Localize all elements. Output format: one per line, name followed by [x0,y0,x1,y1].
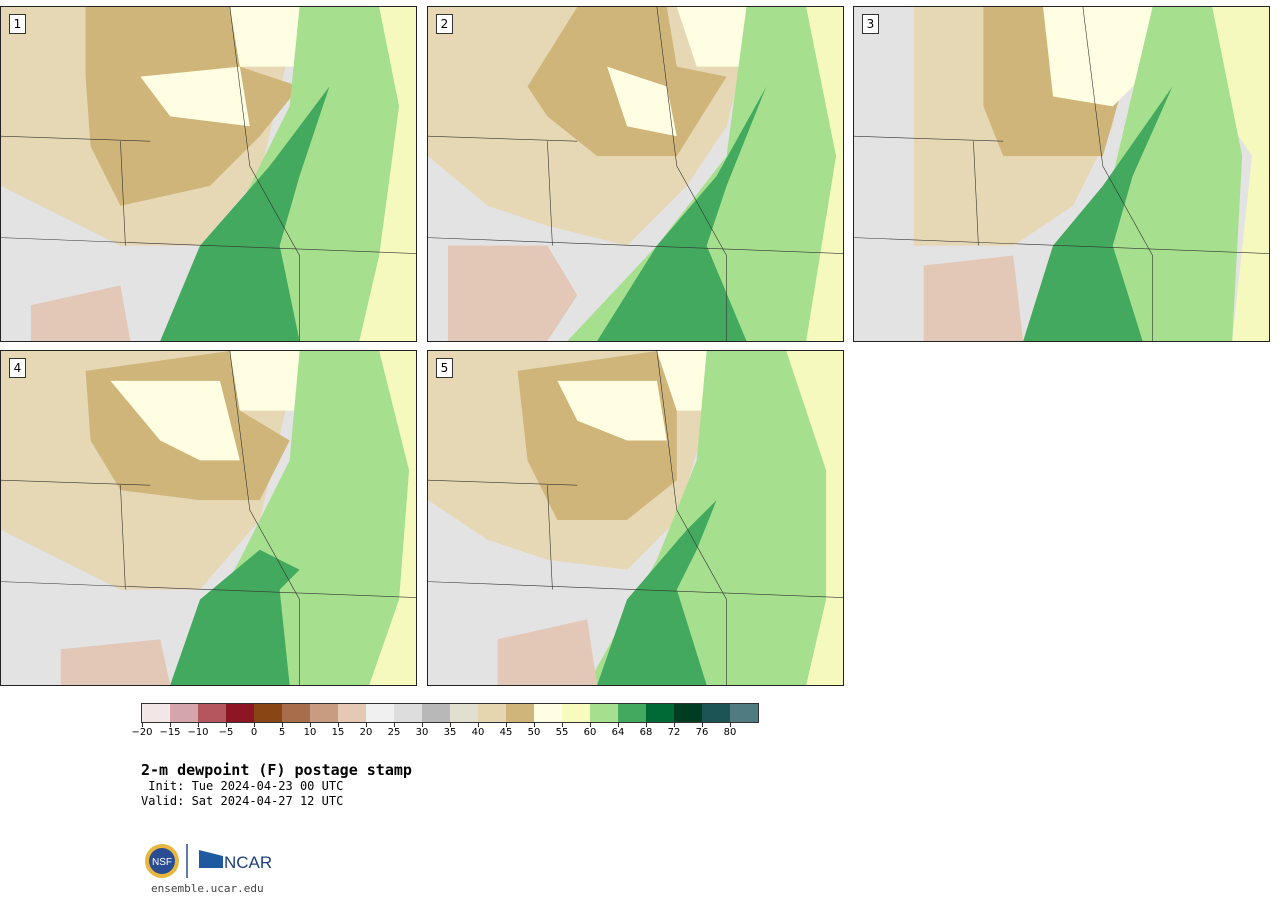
colorbar-swatch [674,704,702,722]
colorbar-tick-mark [702,723,703,727]
map-panel-1: 1 [0,6,417,342]
colorbar-swatch [254,704,282,722]
colorbar-swatch [142,704,170,722]
colorbar-tick-mark [226,723,227,727]
colorbar-swatch [338,704,366,722]
init-time: Init: Tue 2024-04-23 00 UTC [141,779,344,793]
colorbar-swatch [310,704,338,722]
colorbar-tick-mark [366,723,367,727]
colorbar-tick-mark [562,723,563,727]
colorbar-swatch [562,704,590,722]
colorbar-tick-mark [534,723,535,727]
map-panel-4: 4 [0,350,417,686]
colorbar-tick-label: 45 [499,727,513,738]
colorbar-tick-label: −20 [131,727,153,738]
map-panel-5: 5 [427,350,844,686]
colorbar-tick-label: 76 [695,727,709,738]
colorbar-swatch [478,704,506,722]
colorbar-tick-label: 50 [527,727,541,738]
map-panel-4-field [1,351,416,685]
valid-time: Valid: Sat 2024-04-27 12 UTC [141,794,344,808]
panel-number-4: 4 [9,358,26,378]
map-panel-1-field [1,7,416,341]
nsf-text: NSF [152,857,172,868]
colorbar-tick-label: 64 [611,727,625,738]
panel-number-3: 3 [862,14,879,34]
ncar-text: NCAR [224,853,272,872]
colorbar-tick-mark [170,723,171,727]
map-panel-2-field [428,7,843,341]
nsf-ncar-logo: NSF NCAR [145,844,272,878]
colorbar-swatch [366,704,394,722]
colorbar-tick-mark [310,723,311,727]
colorbar-tick-mark [338,723,339,727]
colorbar-tick-label: −5 [218,727,234,738]
colorbar-swatch [506,704,534,722]
colorbar-tick-label: 20 [359,727,373,738]
colorbar-swatch [646,704,674,722]
figure-title: 2-m dewpoint (F) postage stamp [141,761,412,779]
colorbar-tick-label: 25 [387,727,401,738]
colorbar-tick-mark [730,723,731,727]
colorbar-tick-mark [422,723,423,727]
colorbar-tick-label: 60 [583,727,597,738]
colorbar-swatch [198,704,226,722]
panel-number-5: 5 [436,358,453,378]
colorbar-tick-label: 68 [639,727,653,738]
colorbar-tick-mark [282,723,283,727]
colorbar-swatch [590,704,618,722]
colorbar-swatch [394,704,422,722]
ensemble-url: ensemble.ucar.edu [151,882,264,895]
colorbar-swatch [702,704,730,722]
colorbar-swatch [450,704,478,722]
colorbar-swatch [422,704,450,722]
colorbar-tick-mark [450,723,451,727]
panel-number-1: 1 [9,14,26,34]
colorbar-tick-label: 35 [443,727,457,738]
colorbar-tick-label: 30 [415,727,429,738]
colorbar-tick-label: −10 [187,727,209,738]
map-panel-3-field [854,7,1269,341]
colorbar [141,703,759,723]
colorbar-tick-mark [618,723,619,727]
colorbar-tick-label: 55 [555,727,569,738]
colorbar-tick-label: 0 [250,727,258,738]
map-panel-3: 3 [853,6,1270,342]
panel-number-2: 2 [436,14,453,34]
colorbar-tick-mark [394,723,395,727]
colorbar-tick-label: 72 [667,727,681,738]
colorbar-tick-label: 40 [471,727,485,738]
colorbar-swatch [618,704,646,722]
ncar-logo-icon: NCAR [199,850,272,872]
colorbar-tick-mark [506,723,507,727]
colorbar-swatch [282,704,310,722]
colorbar-tick-mark [590,723,591,727]
colorbar-tick-mark [674,723,675,727]
colorbar-swatch [226,704,254,722]
colorbar-tick-label: −15 [159,727,181,738]
colorbar-tick-label: 5 [278,727,286,738]
colorbar-swatch [534,704,562,722]
colorbar-swatch [170,704,198,722]
nsf-seal-icon: NSF [145,844,179,878]
map-panel-2: 2 [427,6,844,342]
map-panel-5-field [428,351,843,685]
colorbar-tick-mark [142,723,143,727]
colorbar-tick-mark [478,723,479,727]
colorbar-tick-mark [198,723,199,727]
colorbar-tick-label: 80 [723,727,737,738]
colorbar-tick-mark [646,723,647,727]
colorbar-tick-mark [254,723,255,727]
colorbar-swatch [730,704,758,722]
colorbar-tick-label: 10 [303,727,317,738]
logos: NSF NCAR [145,842,275,882]
colorbar-tick-label: 15 [331,727,345,738]
